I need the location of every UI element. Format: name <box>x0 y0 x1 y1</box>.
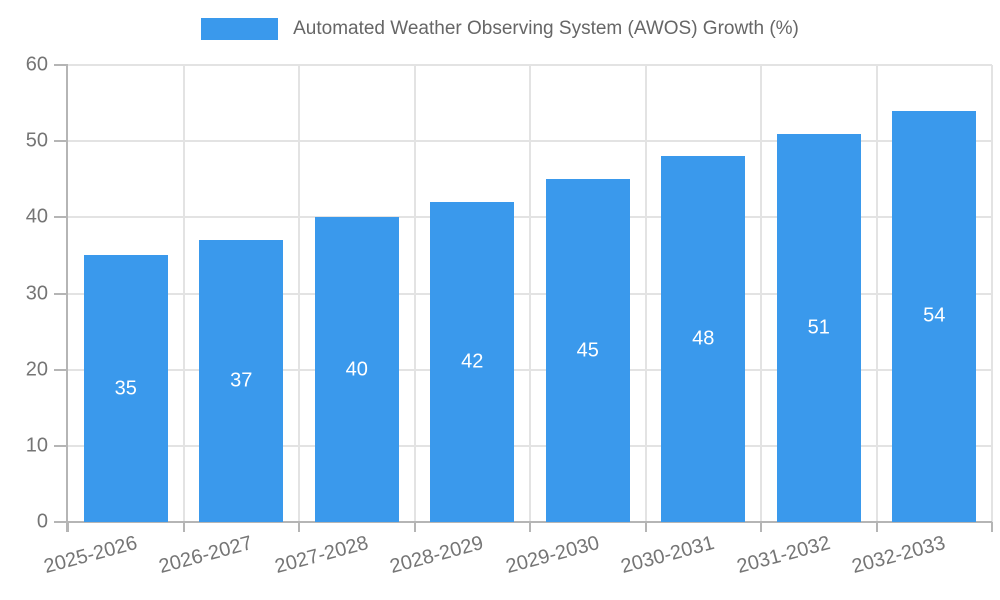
bar[interactable] <box>892 110 977 522</box>
y-tick-label: 60 <box>25 53 48 76</box>
y-axis-tick <box>54 521 68 523</box>
bar-value-label: 40 <box>345 358 368 381</box>
x-axis-tick <box>760 522 762 532</box>
bar[interactable] <box>83 255 168 522</box>
x-axis-tick <box>644 522 647 532</box>
x-axis-tick <box>413 522 416 532</box>
bar-value-label: 37 <box>230 369 253 392</box>
bar-value-label: 35 <box>114 377 137 400</box>
y-axis-tick <box>54 140 68 143</box>
y-axis-tick <box>54 216 68 219</box>
x-axis-tick <box>67 522 69 532</box>
bar-value-label: 45 <box>576 339 599 362</box>
y-axis-line <box>66 65 68 532</box>
y-tick-label: 30 <box>25 282 48 304</box>
gridline-vertical <box>298 65 300 522</box>
x-axis-tick <box>182 522 185 532</box>
x-axis-tick <box>298 522 300 532</box>
y-axis-tick <box>54 444 68 447</box>
y-tick-label: 50 <box>25 129 48 152</box>
bar[interactable] <box>661 156 746 522</box>
x-axis-tick <box>991 522 993 532</box>
legend-color-swatch <box>201 18 279 40</box>
gridline-vertical <box>182 65 185 522</box>
bar[interactable] <box>199 240 284 522</box>
gridline-vertical <box>760 65 762 522</box>
bar[interactable] <box>430 202 515 522</box>
bar-value-label: 54 <box>923 304 946 327</box>
gridline-vertical <box>413 65 416 522</box>
bar-value-label: 51 <box>807 316 830 339</box>
y-tick-label: 20 <box>25 358 48 381</box>
gridline-vertical <box>875 65 878 522</box>
x-axis-line <box>66 521 992 523</box>
bar-value-label: 48 <box>692 327 715 350</box>
gridline-vertical <box>644 65 647 522</box>
x-axis-tick <box>529 522 531 532</box>
chart-legend[interactable]: Automated Weather Observing System (AWOS… <box>0 18 1000 40</box>
gridline-vertical <box>991 65 993 522</box>
gridline-vertical <box>529 65 531 522</box>
y-axis-tick <box>54 292 68 295</box>
bar[interactable] <box>776 133 861 522</box>
bar[interactable] <box>545 179 630 522</box>
y-tick-label: 0 <box>36 510 48 533</box>
bar[interactable] <box>314 217 399 522</box>
y-axis-tick <box>54 64 68 66</box>
y-axis-tick <box>54 368 68 371</box>
legend-label: Automated Weather Observing System (AWOS… <box>293 18 799 39</box>
y-tick-label: 10 <box>25 434 48 457</box>
bar-value-label: 42 <box>461 350 484 373</box>
x-axis-tick <box>875 522 878 532</box>
y-tick-label: 40 <box>25 205 48 228</box>
